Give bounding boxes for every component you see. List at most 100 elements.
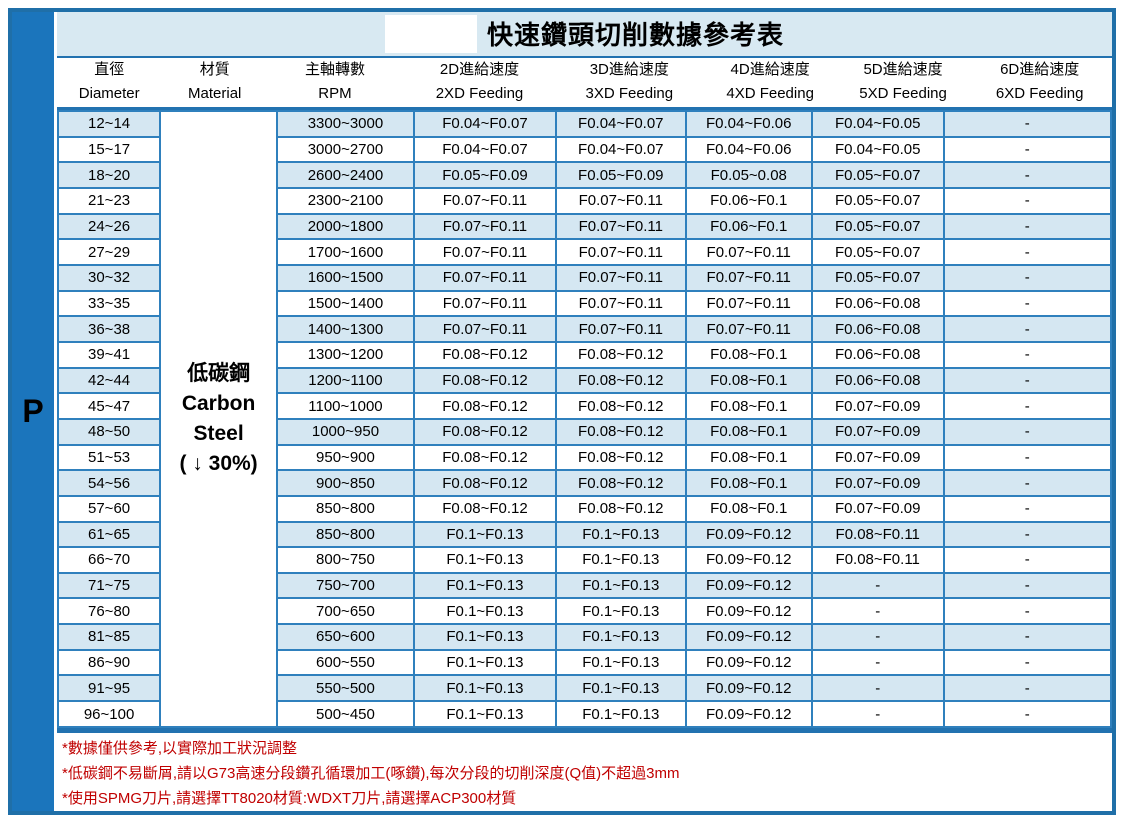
cell-f3: F0.1~F0.13	[555, 546, 687, 574]
cell-f4: F0.08~F0.1	[684, 417, 813, 446]
cell-f3: F0.08~F0.12	[555, 340, 687, 369]
cell-f6: -	[942, 520, 1113, 549]
cell-f6: -	[942, 238, 1113, 266]
cell-rpm: 850~800	[276, 494, 415, 523]
cell-f5: F0.05~F0.07	[810, 263, 945, 292]
cell-f2: F0.07~F0.11	[412, 289, 558, 318]
column-header: 2D進給速度 2XD Feeding	[402, 58, 557, 108]
cell-f5: -	[810, 623, 945, 651]
column-header-zh: 材質	[199, 60, 230, 78]
cell-f4: F0.09~F0.12	[684, 623, 813, 651]
cell-f6: -	[942, 212, 1113, 241]
cell-f5: F0.07~F0.09	[810, 443, 945, 472]
column-header-zh: 3D進給速度	[589, 60, 669, 78]
cell-f6: -	[942, 674, 1113, 703]
cell-f5: F0.06~F0.08	[810, 366, 945, 395]
cell-f2: F0.04~F0.07	[412, 110, 558, 138]
cell-diameter: 71~75	[56, 571, 162, 600]
cell-f3: F0.07~F0.11	[555, 289, 687, 318]
column-header: 主軸轉數 RPM	[268, 58, 402, 108]
cell-f5: F0.06~F0.08	[810, 340, 945, 369]
cell-rpm: 1300~1200	[276, 340, 415, 369]
cell-f3: F0.08~F0.12	[555, 494, 687, 523]
cell-f3: F0.1~F0.13	[555, 623, 687, 651]
table-row: 15~17 3000~2700 F0.04~F0.07 F0.04~F0.07 F0.0…	[56, 135, 1113, 164]
cell-f5: -	[810, 571, 945, 600]
cell-f3: F0.08~F0.12	[555, 469, 687, 497]
table-frame: P 快速鑽頭切削數據參考表 直徑 Diameter 材質 Material 主軸轉數 RP…	[8, 8, 1116, 815]
cell-diameter: 18~20	[56, 161, 162, 189]
cell-rpm: 700~650	[276, 597, 415, 626]
column-header-en: 6XD Feeding	[995, 85, 1084, 103]
cell-f3: F0.1~F0.13	[555, 597, 687, 626]
cell-f3: F0.1~F0.13	[555, 520, 687, 549]
table-row: 12~14 低碳鋼 Carbon Steel( ↓ 30%) 3300~3000 F0.0…	[56, 110, 1113, 728]
cell-f2: F0.04~F0.07	[412, 135, 558, 164]
table-row: 33~35 1500~1400 F0.07~F0.11 F0.07~F0.11 F0.0…	[56, 289, 1113, 318]
cell-rpm: 750~700	[276, 571, 415, 600]
cell-f4: F0.09~F0.12	[684, 597, 813, 626]
column-header-en: Diameter	[78, 85, 140, 103]
cell-f4: F0.08~F0.1	[684, 443, 813, 472]
table-row: 27~29 1700~1600 F0.07~F0.11 F0.07~F0.11 F0.0…	[56, 238, 1113, 266]
cell-f3: F0.07~F0.11	[555, 315, 687, 343]
cell-diameter: 48~50	[56, 417, 162, 446]
cell-rpm: 3000~2700	[276, 135, 415, 164]
cell-f3: F0.04~F0.07	[555, 110, 687, 138]
material-line: ( ↓ 30%)	[179, 452, 258, 475]
cell-diameter: 39~41	[56, 340, 162, 369]
cell-f4: F0.09~F0.12	[684, 546, 813, 574]
cell-rpm: 600~550	[276, 648, 415, 677]
cell-diameter: 42~44	[56, 366, 162, 395]
cell-f3: F0.04~F0.07	[555, 135, 687, 164]
cell-f6: -	[942, 597, 1113, 626]
cell-f4: F0.07~F0.11	[684, 289, 813, 318]
cell-f3: F0.07~F0.11	[555, 263, 687, 292]
cell-f6: -	[942, 494, 1113, 523]
cell-rpm: 650~600	[276, 623, 415, 651]
cell-f2: F0.1~F0.13	[412, 571, 558, 600]
cell-f3: F0.05~F0.09	[555, 161, 687, 189]
cell-f6: -	[942, 571, 1113, 600]
cell-f2: F0.08~F0.12	[412, 417, 558, 446]
cell-diameter: 81~85	[56, 623, 162, 651]
material-line: 低碳鋼	[187, 362, 251, 385]
cell-diameter: 91~95	[56, 674, 162, 703]
table-row: 71~75 750~700 F0.1~F0.13 F0.1~F0.13 F0.09~F0…	[56, 571, 1113, 600]
cell-f2: F0.1~F0.13	[412, 623, 558, 651]
cell-diameter: 24~26	[56, 212, 162, 241]
cell-f4: F0.09~F0.12	[684, 571, 813, 600]
table-row: 54~56 900~850 F0.08~F0.12 F0.08~F0.12 F0.08~…	[56, 469, 1113, 497]
cell-f5: F0.05~F0.07	[810, 161, 945, 189]
table-row: 18~20 2600~2400 F0.05~F0.09 F0.05~F0.09 F0.0…	[56, 161, 1113, 189]
cell-f5: F0.07~F0.09	[810, 494, 945, 523]
cell-f5: F0.05~F0.07	[810, 212, 945, 241]
cell-rpm: 950~900	[276, 443, 415, 472]
cell-f2: F0.1~F0.13	[412, 520, 558, 549]
cell-f5: F0.04~F0.05	[810, 135, 945, 164]
cell-f3: F0.07~F0.11	[555, 186, 687, 215]
cell-f5: F0.08~F0.11	[810, 546, 945, 574]
table-row: 61~65 850~800 F0.1~F0.13 F0.1~F0.13 F0.09~F0…	[56, 520, 1113, 549]
table-row: 51~53 950~900 F0.08~F0.12 F0.08~F0.12 F0.08~…	[56, 443, 1113, 472]
table-row: 66~70 800~750 F0.1~F0.13 F0.1~F0.13 F0.09~F0…	[56, 546, 1113, 574]
cell-diameter: 66~70	[56, 546, 162, 574]
cell-f3: F0.07~F0.11	[555, 212, 687, 241]
cell-f3: F0.08~F0.12	[555, 392, 687, 420]
cell-f5: -	[810, 700, 945, 728]
material-line: Steel	[193, 422, 244, 445]
column-header: 4D進給速度 4XD Feeding	[702, 58, 839, 108]
cell-rpm: 1600~1500	[276, 263, 415, 292]
cell-f2: F0.08~F0.12	[412, 392, 558, 420]
table-row: 57~60 850~800 F0.08~F0.12 F0.08~F0.12 F0.08~…	[56, 494, 1113, 523]
cell-f2: F0.07~F0.11	[412, 186, 558, 215]
cell-diameter: 15~17	[56, 135, 162, 164]
cell-f5: F0.05~F0.07	[810, 186, 945, 215]
cell-diameter: 76~80	[56, 597, 162, 626]
cell-rpm: 1400~1300	[276, 315, 415, 343]
cell-f6: -	[942, 315, 1113, 343]
cell-rpm: 3300~3000	[276, 110, 415, 138]
cell-f4: F0.08~F0.1	[684, 366, 813, 395]
cell-f6: -	[942, 392, 1113, 420]
cell-f3: F0.08~F0.12	[555, 366, 687, 395]
